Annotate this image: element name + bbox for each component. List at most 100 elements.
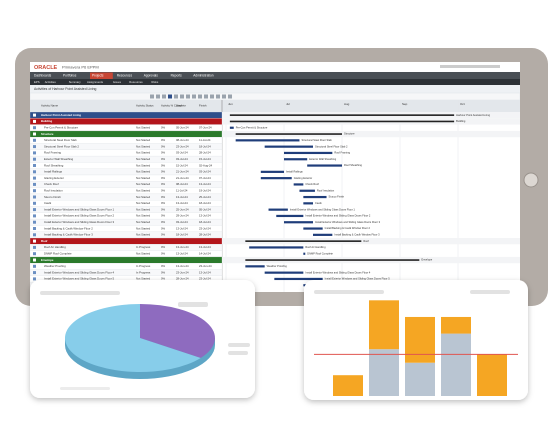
pie-slice[interactable]: [64, 304, 201, 372]
cell: Not Started: [136, 170, 151, 174]
gantt-label: Pre-Con Permit & Structure: [236, 125, 268, 129]
cell: Install Backing & Caulk Window Floor 2: [44, 226, 93, 230]
wbs-band: [222, 130, 520, 138]
cell: 0%: [161, 245, 166, 249]
placeholder: [314, 290, 384, 294]
row-icon: [33, 182, 36, 186]
cell: 19-Jul-24: [199, 188, 211, 192]
toolbar-button[interactable]: [186, 94, 190, 99]
bar-segment[interactable]: [441, 316, 471, 334]
cell: 13-Jul-24: [176, 195, 188, 199]
bar-segment[interactable]: [405, 362, 435, 396]
cell: 18-Jul-24: [199, 144, 211, 148]
row-icon: [33, 264, 36, 268]
cell: 13-Jul-24: [199, 245, 211, 249]
nav-tab[interactable]: Administration: [193, 74, 213, 78]
cell: Harbour Point Assisted Living: [41, 113, 81, 117]
toolbar-button[interactable]: [150, 94, 154, 99]
sub-nav-item[interactable]: Assignments: [87, 80, 104, 84]
toolbar-button[interactable]: [180, 94, 184, 99]
cell: Pre-Con Permit & Structure: [44, 125, 78, 129]
wbs-row[interactable]: [30, 237, 223, 245]
toolbar-button[interactable]: [228, 94, 232, 99]
gantt-label: Weather Proofing: [267, 264, 288, 268]
cell: 14-Jul-24: [199, 251, 211, 255]
wbs-row[interactable]: [30, 256, 223, 264]
gantt-bar: [303, 227, 323, 230]
nav-bar: [30, 72, 520, 79]
cell: 25-Jun-24: [176, 207, 189, 211]
sub-nav-item[interactable]: EPS: [34, 80, 40, 84]
nav-tab[interactable]: Resources: [117, 74, 133, 78]
nav-tab[interactable]: Dashboards: [34, 74, 52, 78]
bar-segment[interactable]: [477, 354, 507, 396]
toolbar-button[interactable]: [174, 94, 178, 99]
cell: 0%: [161, 151, 166, 155]
cell: Not Started: [136, 195, 151, 199]
toolbar-button[interactable]: [198, 94, 202, 99]
gantt-label: Exterior Wall Sheathing: [309, 157, 337, 161]
toolbar-button[interactable]: [210, 94, 214, 99]
summary-bar: [245, 259, 420, 261]
activity-row[interactable]: [30, 200, 223, 207]
nav-tab[interactable]: Reports: [171, 74, 183, 78]
column-header: Activity Name: [41, 104, 59, 108]
gantt-label: Harbour Point Assisted Living: [456, 113, 490, 117]
column-header: Start: [176, 104, 182, 108]
toolbar-button[interactable]: [162, 94, 166, 99]
gantt-bar: [274, 277, 323, 281]
pie-chart: [64, 304, 215, 379]
cell: 03-Jul-24: [176, 220, 188, 224]
gantt-bar: [249, 246, 304, 249]
home-button[interactable]: [523, 172, 539, 188]
toolbar-button[interactable]: [216, 94, 220, 99]
gantt-label: Structural Steel Floor Slab 2: [315, 144, 348, 148]
bar-segment[interactable]: [369, 349, 399, 396]
sub-nav-item[interactable]: Issues: [113, 80, 122, 84]
cell: 15-Jul-24: [199, 157, 211, 161]
cell: Not Started: [136, 214, 151, 218]
nav-tab[interactable]: Approvals: [144, 74, 159, 78]
cell: Weather Proofing: [44, 264, 66, 268]
wbs-row[interactable]: [30, 118, 223, 125]
summary-bar: [229, 114, 455, 116]
gantt-bar: [264, 145, 313, 148]
gantt-label: Glazing Exterior: [294, 176, 313, 180]
row-icon: [33, 126, 36, 130]
row-icon: [33, 176, 36, 180]
bar-segment[interactable]: [405, 316, 435, 363]
toolbar-button[interactable]: [168, 94, 172, 99]
toolbar-button[interactable]: [204, 94, 208, 99]
toolbar-button[interactable]: [222, 94, 226, 99]
row-icon: [33, 119, 36, 123]
cell: 28-Jul-24: [199, 233, 211, 237]
cell: 25-Jul-24: [199, 195, 211, 199]
sub-nav-item[interactable]: Risks: [151, 80, 158, 84]
cell: Roof Air Handling: [44, 245, 66, 249]
wbs-row[interactable]: [30, 130, 223, 138]
cell: 13-Jul-24: [176, 226, 188, 230]
cell: 0%: [161, 138, 166, 142]
bar-segment[interactable]: [369, 300, 399, 350]
sub-nav-item[interactable]: Activities: [45, 80, 57, 84]
bar-segment[interactable]: [333, 375, 363, 396]
page-title: Activities of Harbour Point Assisted Liv…: [34, 87, 96, 91]
cell: Roof: [41, 239, 47, 243]
gantt-bar: [260, 170, 284, 173]
nav-tab[interactable]: Projects: [92, 74, 104, 78]
toolbar-button[interactable]: [156, 94, 160, 99]
cell: 0%: [161, 201, 166, 205]
cell: 28-Jun-24: [176, 277, 189, 281]
sub-nav-item[interactable]: Resources: [129, 80, 143, 84]
cell: 0%: [161, 170, 166, 174]
bar-segment[interactable]: [441, 333, 471, 396]
toolbar-button[interactable]: [192, 94, 196, 99]
cell: Install Exterior Windows and Sliding Gla…: [44, 220, 115, 224]
activity-row[interactable]: [30, 181, 223, 188]
pie-slice[interactable]: [140, 304, 215, 358]
sub-nav-item[interactable]: Summary: [69, 80, 82, 84]
row-icon: [33, 271, 36, 275]
cell: Not Started: [136, 182, 151, 186]
timeline-label: Oct: [460, 102, 465, 106]
nav-tab[interactable]: Portfolios: [63, 74, 77, 78]
